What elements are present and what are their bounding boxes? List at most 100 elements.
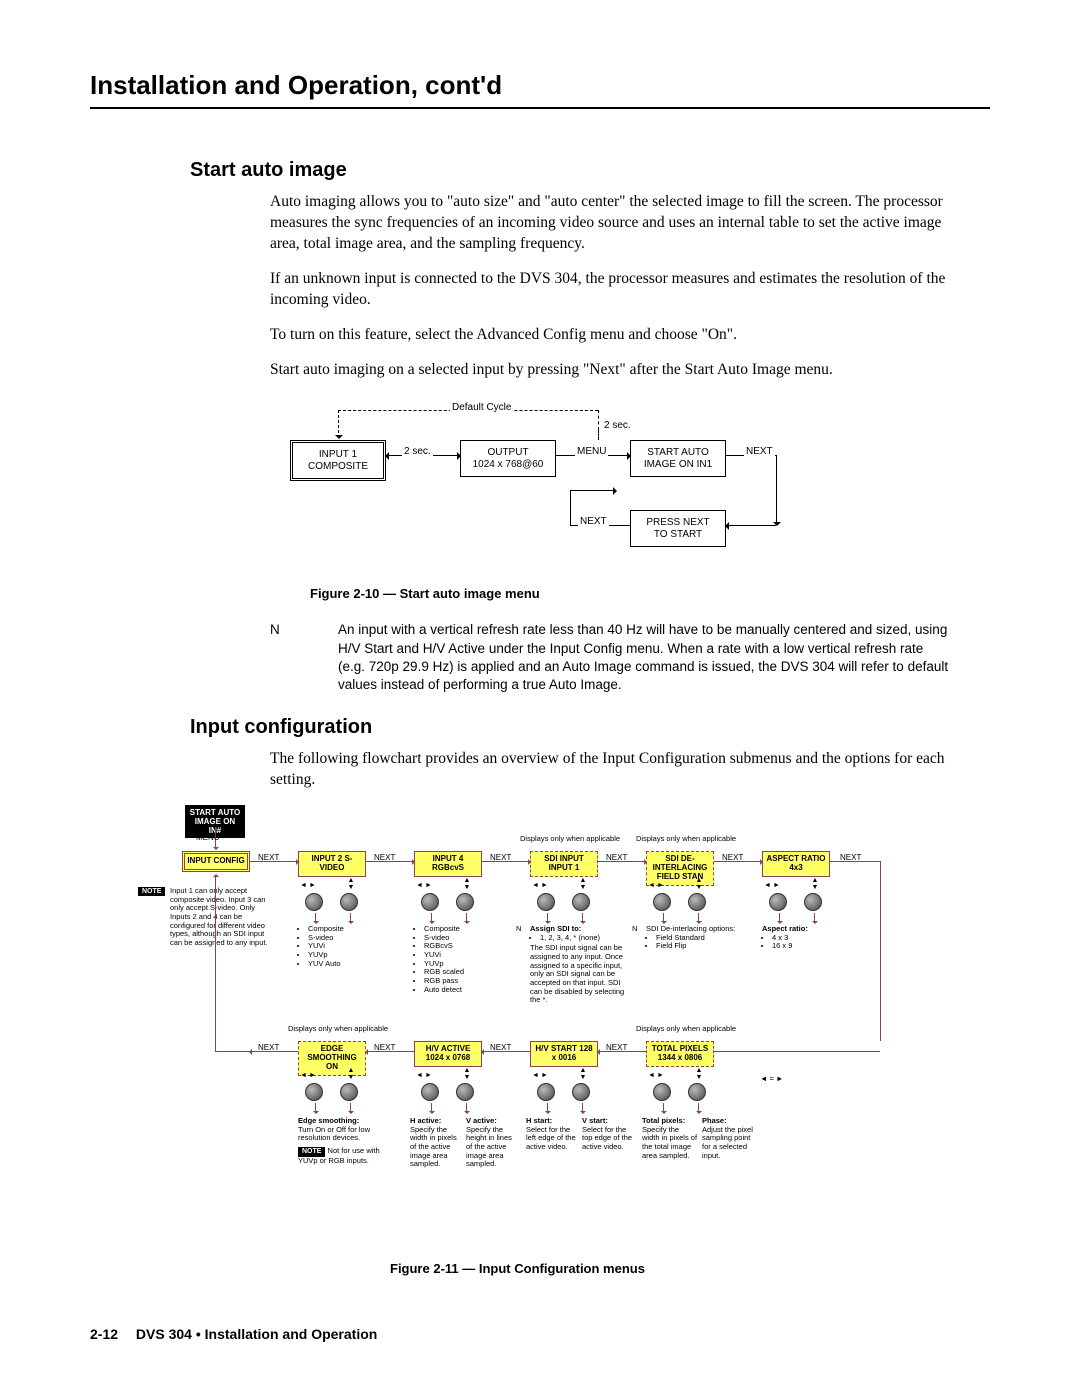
- desc-text: Total pixels: Specify the width in pixel…: [642, 1117, 698, 1160]
- dial-icon: [804, 893, 822, 911]
- dial-icon: [653, 1083, 671, 1101]
- next-label: NEXT: [490, 853, 511, 862]
- desc-body: Select for the top edge of the active vi…: [582, 1126, 634, 1152]
- lr-arrows: [764, 880, 780, 889]
- displays-only-label: Displays only when applicable: [636, 1025, 736, 1034]
- lead-label: Assign SDI to:: [530, 924, 581, 933]
- next-label: NEXT: [258, 853, 279, 862]
- ud-arrows: [579, 1067, 587, 1081]
- figure-caption: Figure 2-10 — Start auto image menu: [310, 586, 990, 601]
- note-badge: NOTE: [138, 887, 165, 896]
- note-text: An input with a vertical refresh rate le…: [338, 621, 950, 694]
- ybox-aspect: ASPECT RATIO 4x3: [762, 851, 830, 877]
- options-block: Aspect ratio: 4 x 316 x 9: [762, 925, 842, 951]
- dial-icon: [456, 1083, 474, 1101]
- box-line: TO START: [635, 529, 721, 541]
- next-label: NEXT: [258, 1043, 279, 1052]
- ud-arrows: [347, 877, 355, 891]
- desc-text: V start: Select for the top edge of the …: [582, 1117, 634, 1152]
- dial-icon: [340, 1083, 358, 1101]
- body-text: If an unknown input is connected to the …: [270, 269, 950, 311]
- desc-text: V active: Specify the height in lines of…: [466, 1117, 518, 1169]
- start-auto-image-heading: Start auto image: [190, 159, 990, 182]
- note-tag: N: [632, 925, 644, 934]
- menu-label: MENU: [575, 446, 608, 457]
- note-tag: N: [270, 621, 338, 694]
- options-block: SDI De-interlacing options: Field Standa…: [646, 925, 746, 951]
- next-label: NEXT: [490, 1043, 511, 1052]
- next-label: NEXT: [722, 853, 743, 862]
- page-number: 2-12: [90, 1326, 118, 1342]
- options-block: Assign SDI to: 1, 2, 3, 4, * (none) The …: [530, 925, 630, 1005]
- dial-icon: [572, 1083, 590, 1101]
- lead-label: H active:: [410, 1116, 441, 1125]
- dial-icon: [305, 1083, 323, 1101]
- dial-icon: [769, 893, 787, 911]
- body-text: The following flowchart provides an over…: [270, 749, 950, 791]
- next-label: NEXT: [374, 1043, 395, 1052]
- body-text: Start auto imaging on a selected input b…: [270, 360, 950, 381]
- timing-label: 2 sec.: [602, 420, 633, 431]
- lr-arrows: [300, 1070, 316, 1079]
- note-tag: N: [516, 925, 528, 934]
- desc-text: H active: Specify the width in pixels of…: [410, 1117, 462, 1169]
- lr-arrows: [300, 880, 316, 889]
- next-label: NEXT: [606, 853, 627, 862]
- desc-text: Phase: Adjust the pixel sampling point f…: [702, 1117, 758, 1160]
- displays-only-label: Displays only when applicable: [636, 835, 736, 844]
- product-section: DVS 304 • Installation and Operation: [136, 1326, 377, 1342]
- input-config-heading: Input configuration: [190, 716, 990, 739]
- box-line: OUTPUT: [465, 447, 551, 459]
- lead-label: V start:: [582, 1116, 608, 1125]
- lr-arrows: [648, 1070, 664, 1079]
- option-text: The SDI input signal can be assigned to …: [530, 944, 630, 1004]
- dial-icon: [421, 1083, 439, 1101]
- default-cycle-label: Default Cycle: [450, 402, 513, 413]
- desc-body: Specify the height in lines of the activ…: [466, 1126, 518, 1169]
- box-line: START AUTO: [189, 808, 241, 817]
- lr-arrows: [416, 1070, 432, 1079]
- dial-icon: [537, 893, 555, 911]
- dial-icon: [688, 893, 706, 911]
- dial-icon: [305, 893, 323, 911]
- lead-label: Edge smoothing:: [298, 1116, 359, 1125]
- next-label: NEXT: [840, 853, 861, 862]
- flow-box-output: OUTPUT 1024 x 768@60: [460, 440, 556, 477]
- box-line: PRESS NEXT: [635, 517, 721, 529]
- timing-label: 2 sec.: [402, 446, 433, 457]
- box-line: START AUTO: [635, 447, 721, 459]
- displays-only-label: Displays only when applicable: [288, 1025, 388, 1034]
- note-block: N An input with a vertical refresh rate …: [270, 621, 950, 694]
- desc-body: Adjust the pixel sampling point for a se…: [702, 1126, 758, 1161]
- dial-icon: [456, 893, 474, 911]
- dial-icon: [688, 1083, 706, 1101]
- lead-label: Total pixels:: [642, 1116, 685, 1125]
- box-line: 1024 x 768@60: [465, 459, 551, 471]
- flow-box-input: INPUT 1 COMPOSITE: [290, 440, 386, 481]
- dial-icon: [572, 893, 590, 911]
- flow-box-start-auto: START AUTO IMAGE ON IN1: [630, 440, 726, 477]
- dial-icon: [653, 893, 671, 911]
- ud-arrows: [347, 1067, 355, 1081]
- ybox-hv-start: H/V START 128 x 0016: [530, 1041, 598, 1067]
- lead-label: V active:: [466, 1116, 497, 1125]
- note-text: Input 1 can only accept composite video.…: [170, 887, 270, 947]
- lr-arrows: [416, 880, 432, 889]
- chapter-title: Installation and Operation, cont'd: [90, 70, 990, 109]
- ud-arrows: [695, 877, 703, 891]
- desc-text: Edge smoothing: Turn On or Off for low r…: [298, 1117, 388, 1166]
- options-list: CompositeS-videoYUViYUVpYUV Auto: [298, 925, 383, 968]
- lr-arrows: [532, 880, 548, 889]
- flow-box-press-next: PRESS NEXT TO START: [630, 510, 726, 547]
- options-list: CompositeS-videoRGBcvSYUViYUVpRGB scaled…: [414, 925, 499, 994]
- desc-body: Specify the width in pixels of the total…: [642, 1126, 698, 1161]
- ybox-input2: INPUT 2 S-VIDEO: [298, 851, 366, 877]
- next-label: NEXT: [744, 446, 775, 457]
- menu-label: MENU: [196, 833, 220, 842]
- desc-body: Specify the width in pixels of the activ…: [410, 1126, 462, 1169]
- next-label: NEXT: [606, 1043, 627, 1052]
- ybox-input-config: INPUT CONFIG: [182, 851, 250, 872]
- dial-icon: [421, 893, 439, 911]
- dial-icon: [340, 893, 358, 911]
- ud-arrows: [463, 1067, 471, 1081]
